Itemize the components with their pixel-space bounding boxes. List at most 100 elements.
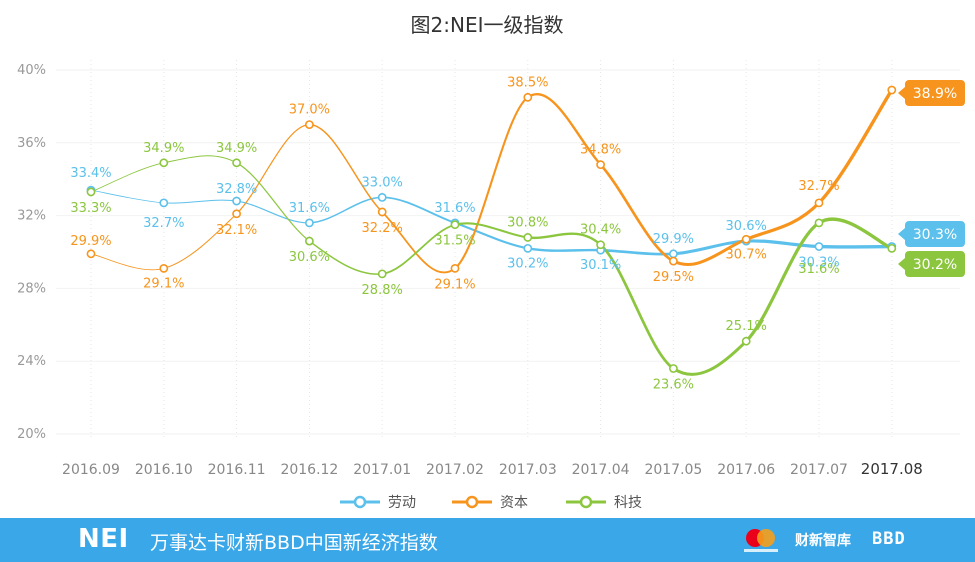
data-label: 37.0% — [289, 103, 330, 118]
x-tick-label: 2017.05 — [644, 462, 702, 478]
data-label: 38.5% — [507, 75, 548, 90]
series-line-科技 — [163, 155, 238, 164]
data-label: 29.5% — [653, 270, 694, 285]
series-line-资本 — [90, 253, 165, 271]
data-point — [159, 263, 169, 273]
data-point — [669, 256, 678, 266]
data-label: 34.9% — [143, 141, 184, 156]
series-line-劳动 — [308, 196, 383, 224]
series-line-科技 — [381, 223, 456, 275]
data-label: 31.6% — [798, 262, 839, 277]
data-label: 29.1% — [434, 277, 475, 292]
data-label: 30.3% — [798, 256, 839, 271]
data-point — [377, 207, 387, 217]
data-label: 33.3% — [70, 201, 111, 216]
callout-value: 30.3% — [913, 227, 957, 243]
y-tick-label: 36% — [17, 136, 46, 151]
series-line-资本 — [526, 93, 602, 166]
series-line-资本 — [381, 211, 456, 274]
series-line-劳动 — [526, 247, 602, 252]
data-point — [159, 198, 169, 208]
y-tick-label: 28% — [17, 281, 46, 296]
x-tick-label: 2016.10 — [135, 462, 193, 478]
bbd-logo: BBD — [872, 529, 906, 549]
data-point — [523, 243, 533, 253]
data-label: 31.6% — [434, 201, 475, 216]
x-tick-label: 2017.07 — [790, 462, 848, 478]
x-tick-label: 2016.12 — [280, 462, 338, 478]
series-line-资本 — [163, 213, 238, 269]
data-point — [523, 92, 533, 102]
data-label: 28.8% — [362, 283, 403, 298]
data-label: 29.1% — [143, 276, 184, 291]
chart-title: 图2:NEI一级指数 — [411, 13, 564, 37]
data-label: 29.9% — [653, 232, 694, 247]
data-point — [377, 192, 387, 202]
series-line-科技 — [453, 222, 529, 239]
callout-arrow — [898, 87, 905, 99]
data-label: 29.9% — [70, 234, 111, 249]
series-line-科技 — [744, 221, 821, 343]
data-point — [304, 218, 314, 228]
data-point — [523, 233, 533, 242]
series-line-劳动 — [381, 196, 456, 224]
y-tick-label: 40% — [17, 63, 46, 78]
series-line-资本 — [453, 96, 529, 270]
x-tick-label: 2017.04 — [572, 462, 630, 478]
callout-value: 30.2% — [913, 257, 957, 273]
data-label: 30.2% — [507, 256, 548, 271]
data-point — [887, 243, 897, 253]
series-line-科技 — [526, 232, 602, 246]
series-line-资本 — [599, 163, 675, 263]
data-point — [669, 249, 678, 259]
data-label: 32.7% — [143, 216, 184, 231]
callout-arrow — [898, 228, 905, 240]
data-label: 30.6% — [726, 219, 767, 234]
data-point — [814, 218, 824, 228]
data-label: 32.1% — [216, 223, 257, 238]
callout-arrow — [898, 258, 905, 270]
line-chart: 图2:NEI一级指数 20% 24% 28% 32% 36% 40% 2016.09 2016… — [17, 13, 965, 511]
series-line-科技 — [236, 162, 310, 242]
series-line-科技 — [817, 217, 894, 251]
y-tick-label: 32% — [17, 209, 46, 224]
data-point — [232, 158, 241, 168]
data-label: 23.6% — [653, 377, 694, 392]
legend-label: 资本 — [500, 495, 528, 511]
data-label: 31.5% — [434, 234, 475, 249]
data-label: 33.0% — [362, 175, 403, 190]
y-tick-label: 20% — [17, 427, 46, 442]
x-tick-label: 2017.06 — [717, 462, 775, 478]
series-line-资本 — [308, 123, 383, 213]
x-tick-label: 2017.02 — [426, 462, 484, 478]
data-point — [450, 263, 460, 273]
data-point — [814, 198, 824, 208]
series-line-科技 — [671, 339, 748, 376]
callout-box — [905, 251, 965, 277]
series-line-劳动 — [163, 199, 238, 204]
data-label: 32.8% — [216, 182, 257, 197]
data-point — [86, 187, 96, 197]
x-tick-label: 2017.01 — [353, 462, 411, 478]
series-line-科技 — [599, 243, 675, 370]
data-point — [741, 336, 751, 346]
data-point — [596, 240, 605, 250]
x-tick-label: 2017.08 — [861, 460, 923, 478]
data-point — [377, 269, 387, 279]
data-label: 34.8% — [580, 143, 621, 158]
data-label: 32.7% — [798, 179, 839, 194]
data-label: 30.8% — [507, 215, 548, 230]
legend-label: 科技 — [614, 495, 642, 511]
data-point — [596, 160, 605, 170]
data-label: 33.4% — [70, 166, 111, 181]
data-label: 30.4% — [580, 223, 621, 238]
data-label: 30.7% — [726, 247, 767, 262]
data-point — [669, 364, 678, 373]
x-tick-label: 2016.11 — [208, 462, 266, 478]
data-point — [887, 85, 897, 95]
data-label: 25.1% — [726, 319, 767, 334]
series-line-劳动 — [744, 239, 821, 249]
data-label: 31.6% — [289, 201, 330, 216]
data-point — [304, 120, 314, 129]
